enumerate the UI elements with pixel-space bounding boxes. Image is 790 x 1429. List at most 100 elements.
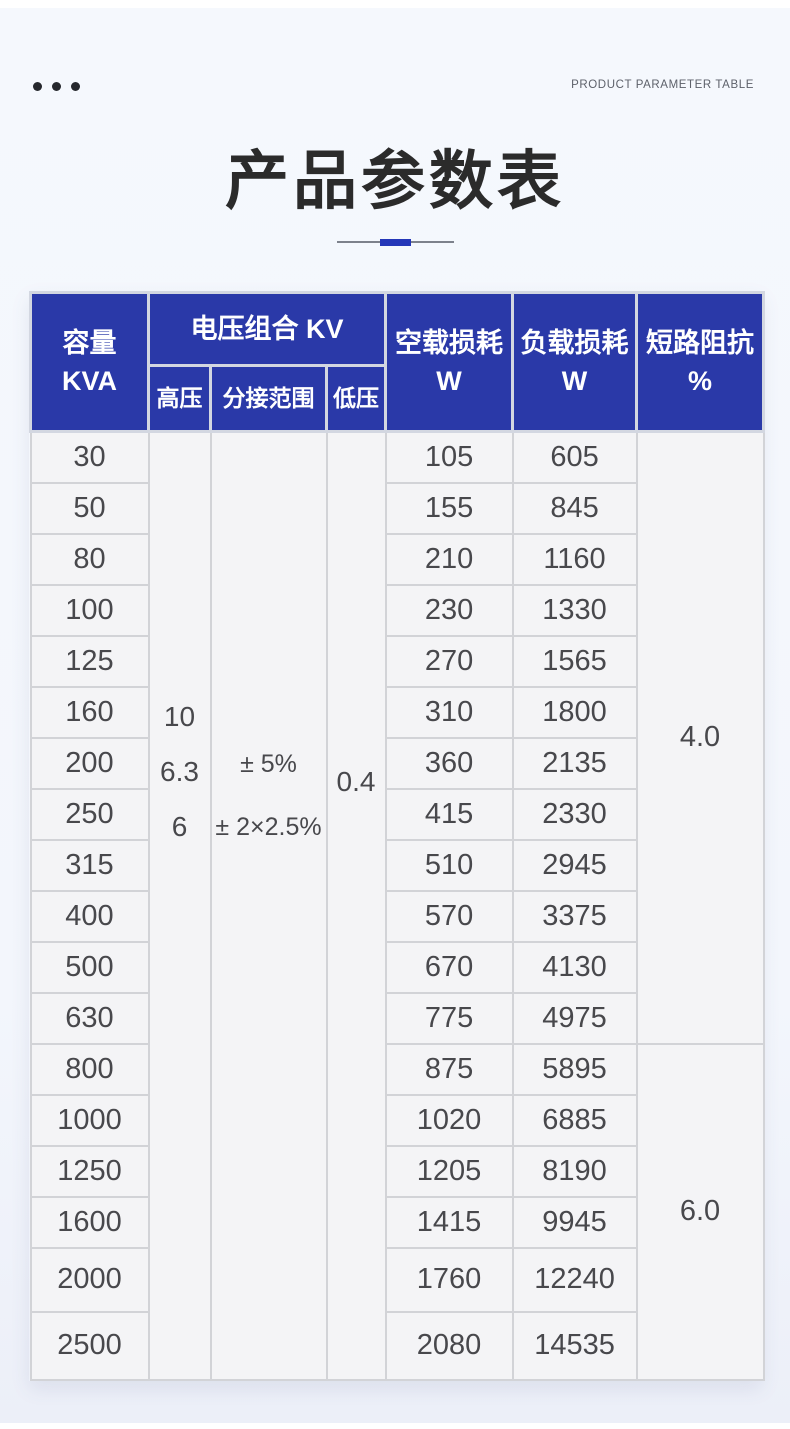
load-loss-cell: 4130 bbox=[511, 940, 638, 994]
no-load-loss-cell: 1020 bbox=[384, 1093, 514, 1147]
capacity-cell: 400 bbox=[29, 889, 150, 943]
table-row: 500 670 4130 bbox=[29, 940, 764, 994]
tap-range-value: ± 2×2.5% bbox=[215, 812, 322, 841]
capacity-cell: 80 bbox=[29, 532, 150, 586]
capacity-cell: 200 bbox=[29, 736, 150, 790]
no-load-loss-cell: 1415 bbox=[384, 1195, 514, 1249]
capacity-cell: 2500 bbox=[29, 1310, 150, 1381]
load-loss-cell: 605 bbox=[511, 430, 638, 484]
table-row: 30 10 6.3 6 ± 5% ± 2×2.5% 0.4 105 605 4.0 bbox=[29, 430, 765, 1381]
table-row: 125 270 1565 bbox=[29, 634, 764, 688]
col-header-no-load-loss: 空载损耗 W bbox=[384, 291, 515, 433]
table-row: 160 310 1800 bbox=[29, 685, 764, 739]
capacity-cell: 250 bbox=[29, 787, 150, 841]
no-load-loss-cell: 1760 bbox=[384, 1246, 514, 1313]
table-row: 50 155 845 bbox=[29, 481, 764, 535]
no-load-loss-cell: 570 bbox=[384, 889, 514, 943]
dot-icon bbox=[33, 82, 42, 91]
capacity-cell: 30 bbox=[29, 430, 150, 484]
capacity-cell: 630 bbox=[29, 991, 150, 1045]
capacity-cell: 50 bbox=[29, 481, 150, 535]
col-header-hv: 高压 bbox=[147, 364, 212, 433]
hv-values: 10 6.3 6 bbox=[150, 689, 210, 854]
page-background: PRODUCT PARAMETER TABLE 产品参数表 容量 KVA 电压组… bbox=[0, 8, 790, 1423]
no-load-loss-cell: 510 bbox=[384, 838, 514, 892]
load-loss-cell: 1800 bbox=[511, 685, 638, 739]
hv-value: 10 bbox=[163, 701, 196, 733]
load-loss-cell: 2945 bbox=[511, 838, 638, 892]
load-loss-label: 负载损耗 bbox=[520, 327, 629, 358]
no-load-loss-cell: 2080 bbox=[384, 1310, 514, 1381]
table-row: 80 210 1160 bbox=[29, 532, 764, 586]
capacity-cell: 125 bbox=[29, 634, 150, 688]
tap-range-value: ± 5% bbox=[240, 749, 297, 778]
col-header-voltage-group: 电压组合 KV bbox=[146, 291, 388, 367]
no-load-loss-cell: 775 bbox=[384, 991, 514, 1045]
capacity-cell: 1000 bbox=[29, 1093, 150, 1147]
no-load-loss-cell: 415 bbox=[384, 787, 514, 841]
capacity-cell: 1600 bbox=[29, 1195, 150, 1249]
table-row: 250 415 2330 bbox=[29, 787, 764, 841]
table-row: 400 570 3375 bbox=[29, 889, 764, 943]
decorative-dots bbox=[33, 82, 80, 91]
no-load-loss-cell: 155 bbox=[384, 481, 514, 535]
table-row: 1600 1415 9945 bbox=[29, 1195, 764, 1249]
table-body: 30 10 6.3 6 ± 5% ± 2×2.5% 0.4 105 605 4.0 50 155 845… bbox=[29, 430, 765, 1381]
no-load-loss-label: 空载损耗 bbox=[395, 327, 504, 358]
table-row: 315 510 2945 bbox=[29, 838, 764, 892]
capacity-label: 容量 bbox=[62, 327, 117, 358]
load-loss-cell: 2135 bbox=[511, 736, 638, 790]
load-loss-cell: 12240 bbox=[511, 1246, 638, 1313]
impedance-label: 短路阻抗 bbox=[646, 327, 755, 358]
no-load-loss-cell: 670 bbox=[384, 940, 514, 994]
no-load-loss-cell: 210 bbox=[384, 532, 514, 586]
load-loss-cell: 9945 bbox=[511, 1195, 638, 1249]
divider-accent bbox=[380, 239, 411, 246]
hv-value: 6.3 bbox=[160, 756, 199, 788]
capacity-cell: 100 bbox=[29, 583, 150, 637]
title-divider bbox=[337, 239, 454, 246]
load-loss-cell: 2330 bbox=[511, 787, 638, 841]
no-load-loss-cell: 1205 bbox=[384, 1144, 514, 1198]
no-load-loss-cell: 360 bbox=[384, 736, 514, 790]
col-header-lv: 低压 bbox=[324, 364, 388, 433]
page-title: 产品参数表 bbox=[225, 145, 565, 217]
lv-value: 0.4 bbox=[336, 765, 376, 797]
col-header-impedance: 短路阻抗 % bbox=[635, 291, 766, 433]
load-loss-cell: 5895 bbox=[511, 1042, 638, 1096]
table-container: 容量 KVA 电压组合 KV 空载损耗 W 负载损耗 W 短路阻抗 % bbox=[29, 291, 766, 1381]
table-row: 200 360 2135 bbox=[29, 736, 764, 790]
no-load-loss-cell: 270 bbox=[384, 634, 514, 688]
capacity-cell: 160 bbox=[29, 685, 150, 739]
load-loss-cell: 8190 bbox=[511, 1144, 638, 1198]
load-loss-cell: 6885 bbox=[511, 1093, 638, 1147]
capacity-unit: KVA bbox=[61, 366, 117, 396]
tap-range-values: ± 5% ± 2×2.5% bbox=[212, 733, 326, 859]
table-row: 100 230 1330 bbox=[29, 583, 764, 637]
product-parameter-table: 容量 KVA 电压组合 KV 空载损耗 W 负载损耗 W 短路阻抗 % bbox=[29, 291, 766, 1381]
capacity-cell: 315 bbox=[29, 838, 150, 892]
eyebrow-text: PRODUCT PARAMETER TABLE bbox=[571, 79, 754, 91]
col-header-capacity: 容量 KVA bbox=[29, 291, 150, 433]
table-row: 630 775 4975 bbox=[29, 991, 764, 1045]
table-row: 800 875 5895 6.0 bbox=[29, 1042, 765, 1381]
col-header-tap-range: 分接范围 bbox=[209, 364, 328, 433]
no-load-loss-cell: 875 bbox=[384, 1042, 514, 1096]
header-row-sub: 高压 分接范围 低压 bbox=[31, 364, 764, 433]
load-loss-cell: 845 bbox=[511, 481, 638, 535]
no-load-loss-cell: 310 bbox=[384, 685, 514, 739]
no-load-loss-unit: W bbox=[436, 366, 462, 396]
no-load-loss-cell: 230 bbox=[384, 583, 514, 637]
impedance-unit: % bbox=[688, 366, 713, 396]
load-loss-unit: W bbox=[561, 366, 588, 396]
load-loss-cell: 3375 bbox=[511, 889, 638, 943]
table-row: 2500 2080 14535 bbox=[29, 1310, 764, 1381]
col-header-load-loss: 负载损耗 W bbox=[511, 291, 639, 433]
capacity-cell: 500 bbox=[29, 940, 150, 994]
dot-icon bbox=[52, 82, 61, 91]
header-row-main: 容量 KVA 电压组合 KV 空载损耗 W 负载损耗 W 短路阻抗 % bbox=[29, 291, 766, 433]
tap-range-merged-cell: ± 5% ± 2×2.5% bbox=[209, 430, 328, 1381]
impedance-cell: 6.0 bbox=[635, 1042, 765, 1381]
hv-value: 6 bbox=[171, 811, 188, 843]
dot-icon bbox=[71, 82, 80, 91]
